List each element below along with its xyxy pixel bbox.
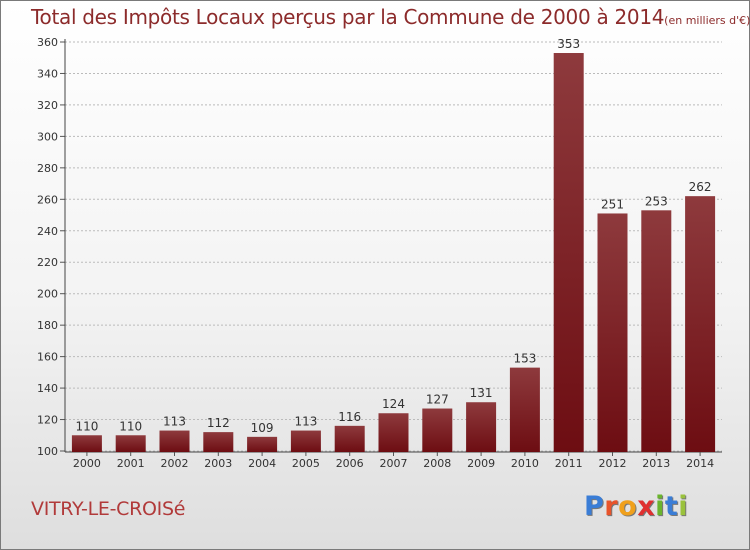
x-tick-label: 2003 <box>204 457 232 470</box>
data-label: 116 <box>338 410 361 424</box>
data-label: 353 <box>557 37 580 51</box>
x-tick-label: 2009 <box>467 457 495 470</box>
bar <box>378 413 409 452</box>
logo-letter: i <box>678 491 689 522</box>
data-label: 113 <box>163 415 186 429</box>
y-tick-label: 220 <box>37 256 58 269</box>
bar <box>641 210 672 452</box>
data-label: 112 <box>207 416 230 430</box>
bar <box>115 435 146 452</box>
y-tick-label: 340 <box>37 67 58 80</box>
y-tick-label: 280 <box>37 162 58 175</box>
data-label: 109 <box>251 421 274 435</box>
x-tick-label: 2010 <box>511 457 539 470</box>
bar <box>685 196 716 452</box>
y-tick-label: 240 <box>37 225 58 238</box>
logo-letter: r <box>604 491 619 522</box>
bar <box>422 408 453 452</box>
y-tick-label: 320 <box>37 99 58 112</box>
bar <box>597 213 628 452</box>
x-tick-label: 2002 <box>161 457 189 470</box>
y-tick-label: 360 <box>37 36 58 49</box>
bar <box>553 53 584 453</box>
x-tick-label: 2004 <box>248 457 276 470</box>
y-tick-label: 260 <box>37 193 58 206</box>
commune-name: VITRY-LE-CROISé <box>31 498 186 520</box>
bar <box>159 430 190 452</box>
logo-letter: x <box>637 491 656 522</box>
x-tick-label: 2011 <box>555 457 583 470</box>
x-tick-label: 2006 <box>336 457 364 470</box>
bar <box>247 436 278 452</box>
bar <box>466 402 497 452</box>
bar <box>71 435 102 452</box>
x-tick-label: 2012 <box>599 457 627 470</box>
y-tick-label: 140 <box>37 382 58 395</box>
bar <box>290 430 321 452</box>
data-label: 153 <box>513 352 536 366</box>
data-label: 251 <box>601 197 624 211</box>
title-row: Total des Impôts Locaux perçus par la Co… <box>31 5 750 29</box>
y-tick-label: 160 <box>37 351 58 364</box>
bar <box>334 425 365 452</box>
logo-letter: P <box>584 491 605 522</box>
proxiti-logo: Proxiti <box>584 491 688 522</box>
chart-subtitle: (en milliers d'€) <box>664 14 750 27</box>
data-label: 124 <box>382 397 405 411</box>
data-label: 262 <box>689 180 712 194</box>
x-tick-label: 2005 <box>292 457 320 470</box>
x-tick-label: 2007 <box>380 457 408 470</box>
chart-title: Total des Impôts Locaux perçus par la Co… <box>31 5 665 29</box>
x-tick-label: 2000 <box>73 457 101 470</box>
y-tick-label: 200 <box>37 288 58 301</box>
logo-letter: t <box>664 491 679 522</box>
y-tick-label: 100 <box>37 445 58 458</box>
y-tick-label: 180 <box>37 319 58 332</box>
x-tick-label: 2013 <box>642 457 670 470</box>
x-tick-label: 2001 <box>117 457 145 470</box>
data-label: 253 <box>645 194 668 208</box>
x-tick-label: 2014 <box>686 457 714 470</box>
data-label: 110 <box>75 419 98 433</box>
data-label: 113 <box>294 415 317 429</box>
data-label: 127 <box>426 393 449 407</box>
y-tick-label: 300 <box>37 130 58 143</box>
x-tick-label: 2008 <box>423 457 451 470</box>
y-tick-label: 120 <box>37 414 58 427</box>
logo-letter: o <box>618 491 638 522</box>
data-label: 131 <box>470 386 493 400</box>
bar <box>203 432 234 452</box>
logo-letter: i <box>655 491 665 522</box>
data-label: 110 <box>119 419 142 433</box>
bar <box>509 367 540 452</box>
